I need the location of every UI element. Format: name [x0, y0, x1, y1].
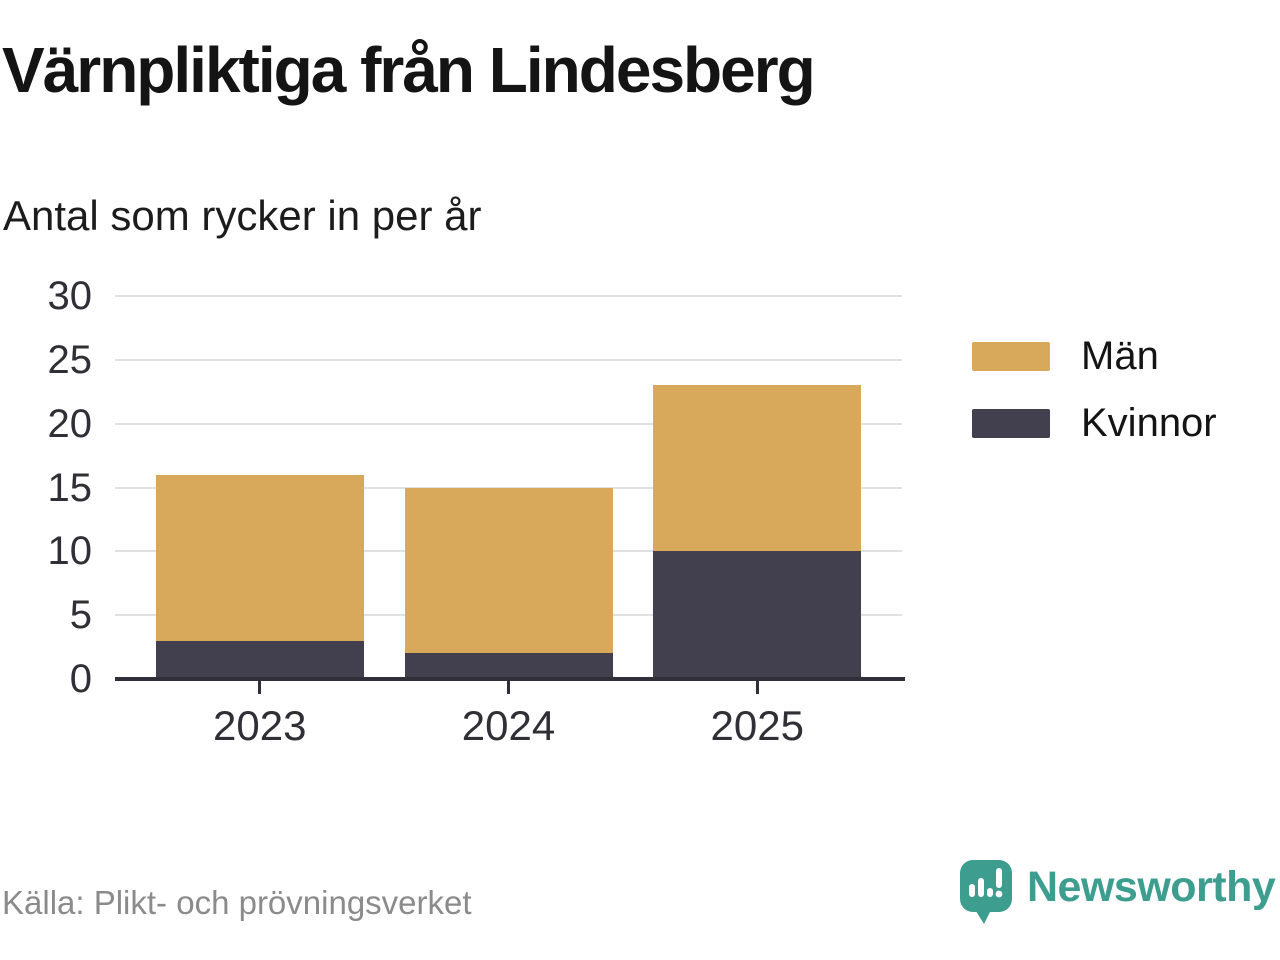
y-tick-label: 5 [69, 593, 92, 638]
x-tick-mark [507, 681, 510, 694]
newsworthy-logo-text: Newsworthy [1027, 862, 1276, 911]
y-tick-label: 20 [47, 401, 93, 446]
bar-2025-män [653, 385, 862, 552]
legend-label: Kvinnor [1081, 401, 1217, 445]
legend-swatch [972, 408, 1050, 438]
legend-item-män: Män [972, 336, 1217, 376]
legend-label: Män [1081, 334, 1159, 378]
chart-subtitle: Antal som rycker in per år [3, 192, 482, 239]
gridline-25 [115, 358, 902, 361]
bar-2025-kvinnor [653, 551, 862, 679]
bar-2024-kvinnor [404, 653, 613, 679]
newsworthy-logo-icon [960, 860, 1012, 924]
gridline-20 [115, 422, 902, 425]
y-tick-label: 10 [47, 529, 93, 574]
x-tick-label: 2025 [710, 702, 804, 749]
bar-2023-män [155, 474, 364, 641]
y-tick-label: 30 [47, 274, 93, 318]
chart-legend: Män Kvinnor [972, 336, 1217, 443]
x-tick-mark [258, 681, 262, 694]
y-tick-label: 0 [69, 657, 92, 701]
source-note: Källa: Plikt- och prövningsverket [2, 884, 472, 921]
x-tick-label: 2024 [461, 702, 556, 749]
x-tick-label: 2023 [213, 702, 307, 749]
legend-item-kvinnor: Kvinnor [972, 403, 1217, 443]
x-tick-mark [755, 681, 759, 694]
x-axis-line [115, 677, 905, 681]
bar-2024-män [404, 487, 613, 654]
legend-swatch [972, 341, 1050, 371]
chart-title: Värnpliktiga från Lindesberg [2, 34, 816, 106]
y-tick-label: 25 [47, 337, 93, 382]
newsworthy-logo: Newsworthy [958, 858, 1276, 930]
gridline-30 [115, 295, 902, 297]
y-tick-label: 15 [47, 465, 93, 510]
bar-2023-kvinnor [155, 640, 364, 679]
